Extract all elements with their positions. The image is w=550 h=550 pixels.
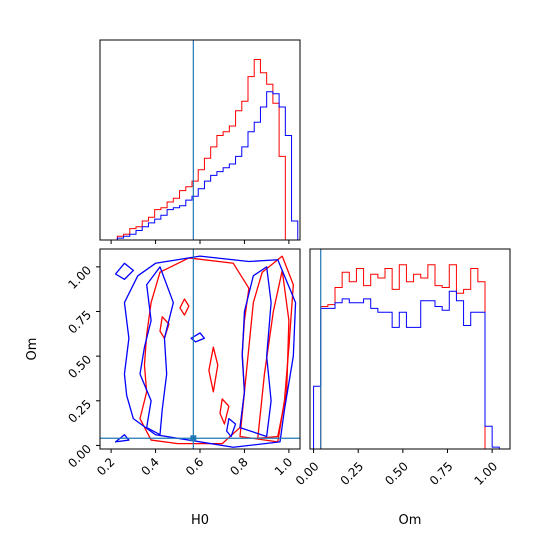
om-y-tick-label-4: 1.00 [65, 263, 94, 292]
joint-contours [114, 255, 297, 448]
om-histogram-frame [309, 248, 511, 450]
h0-axis-label: H0 [191, 513, 209, 528]
om-y-axis-label: Om [25, 338, 40, 361]
contour-red-4 [179, 298, 190, 316]
h0-tick-label-1: 0.4 [139, 455, 162, 478]
joint-truth-marker [190, 435, 197, 442]
contour-blue-10 [114, 262, 134, 281]
contour-red-6 [219, 398, 230, 425]
contour-blue-12 [226, 417, 237, 438]
om-y-tick-label-2: 0.50 [65, 352, 94, 381]
h0-tick-label-0: 0.2 [94, 455, 117, 478]
h0-hist-blue-series [111, 91, 299, 241]
contour-red-5 [208, 346, 219, 393]
joint-contour-panel: 0.2 0.4 0.6 0.8 1.0 0.00 0.25 0.50 0.75 1.00 [65, 248, 301, 478]
om-tick-label-2: 0.50 [382, 459, 411, 488]
om-histogram-panel: 0.00 0.25 0.50 0.75 1.00 [293, 248, 511, 488]
h0-tick-label-2: 0.6 [183, 455, 206, 478]
om-tick-label-0: 0.00 [293, 459, 322, 488]
om-tick-label-3: 0.75 [427, 459, 456, 488]
h0-tick-label-4: 1.0 [272, 455, 295, 478]
om-tick-label-1: 0.25 [338, 459, 367, 488]
contour-blue-8 [139, 266, 174, 436]
h0-histogram-frame [99, 39, 301, 241]
contour-red-0 [139, 257, 250, 445]
contour-blue-11 [190, 332, 206, 343]
contour-blue-9 [239, 266, 272, 438]
om-tick-label-4: 1.00 [471, 459, 500, 488]
om-axis-label: Om [399, 513, 422, 528]
joint-panel-frame [99, 248, 301, 450]
contour-blue-7 [123, 255, 297, 448]
om-y-tick-label-3: 0.75 [65, 308, 94, 337]
h0-hist-red-series [111, 59, 298, 241]
om-hist-blue-series [313, 290, 507, 450]
h0-histogram-panel [99, 39, 301, 244]
om-y-tick-label-0: 0.00 [65, 442, 94, 471]
h0-tick-label-3: 0.8 [227, 455, 250, 478]
contour-red-2 [257, 269, 290, 439]
om-y-tick-label-1: 0.25 [65, 397, 94, 426]
om-hist-red-series [313, 264, 507, 450]
